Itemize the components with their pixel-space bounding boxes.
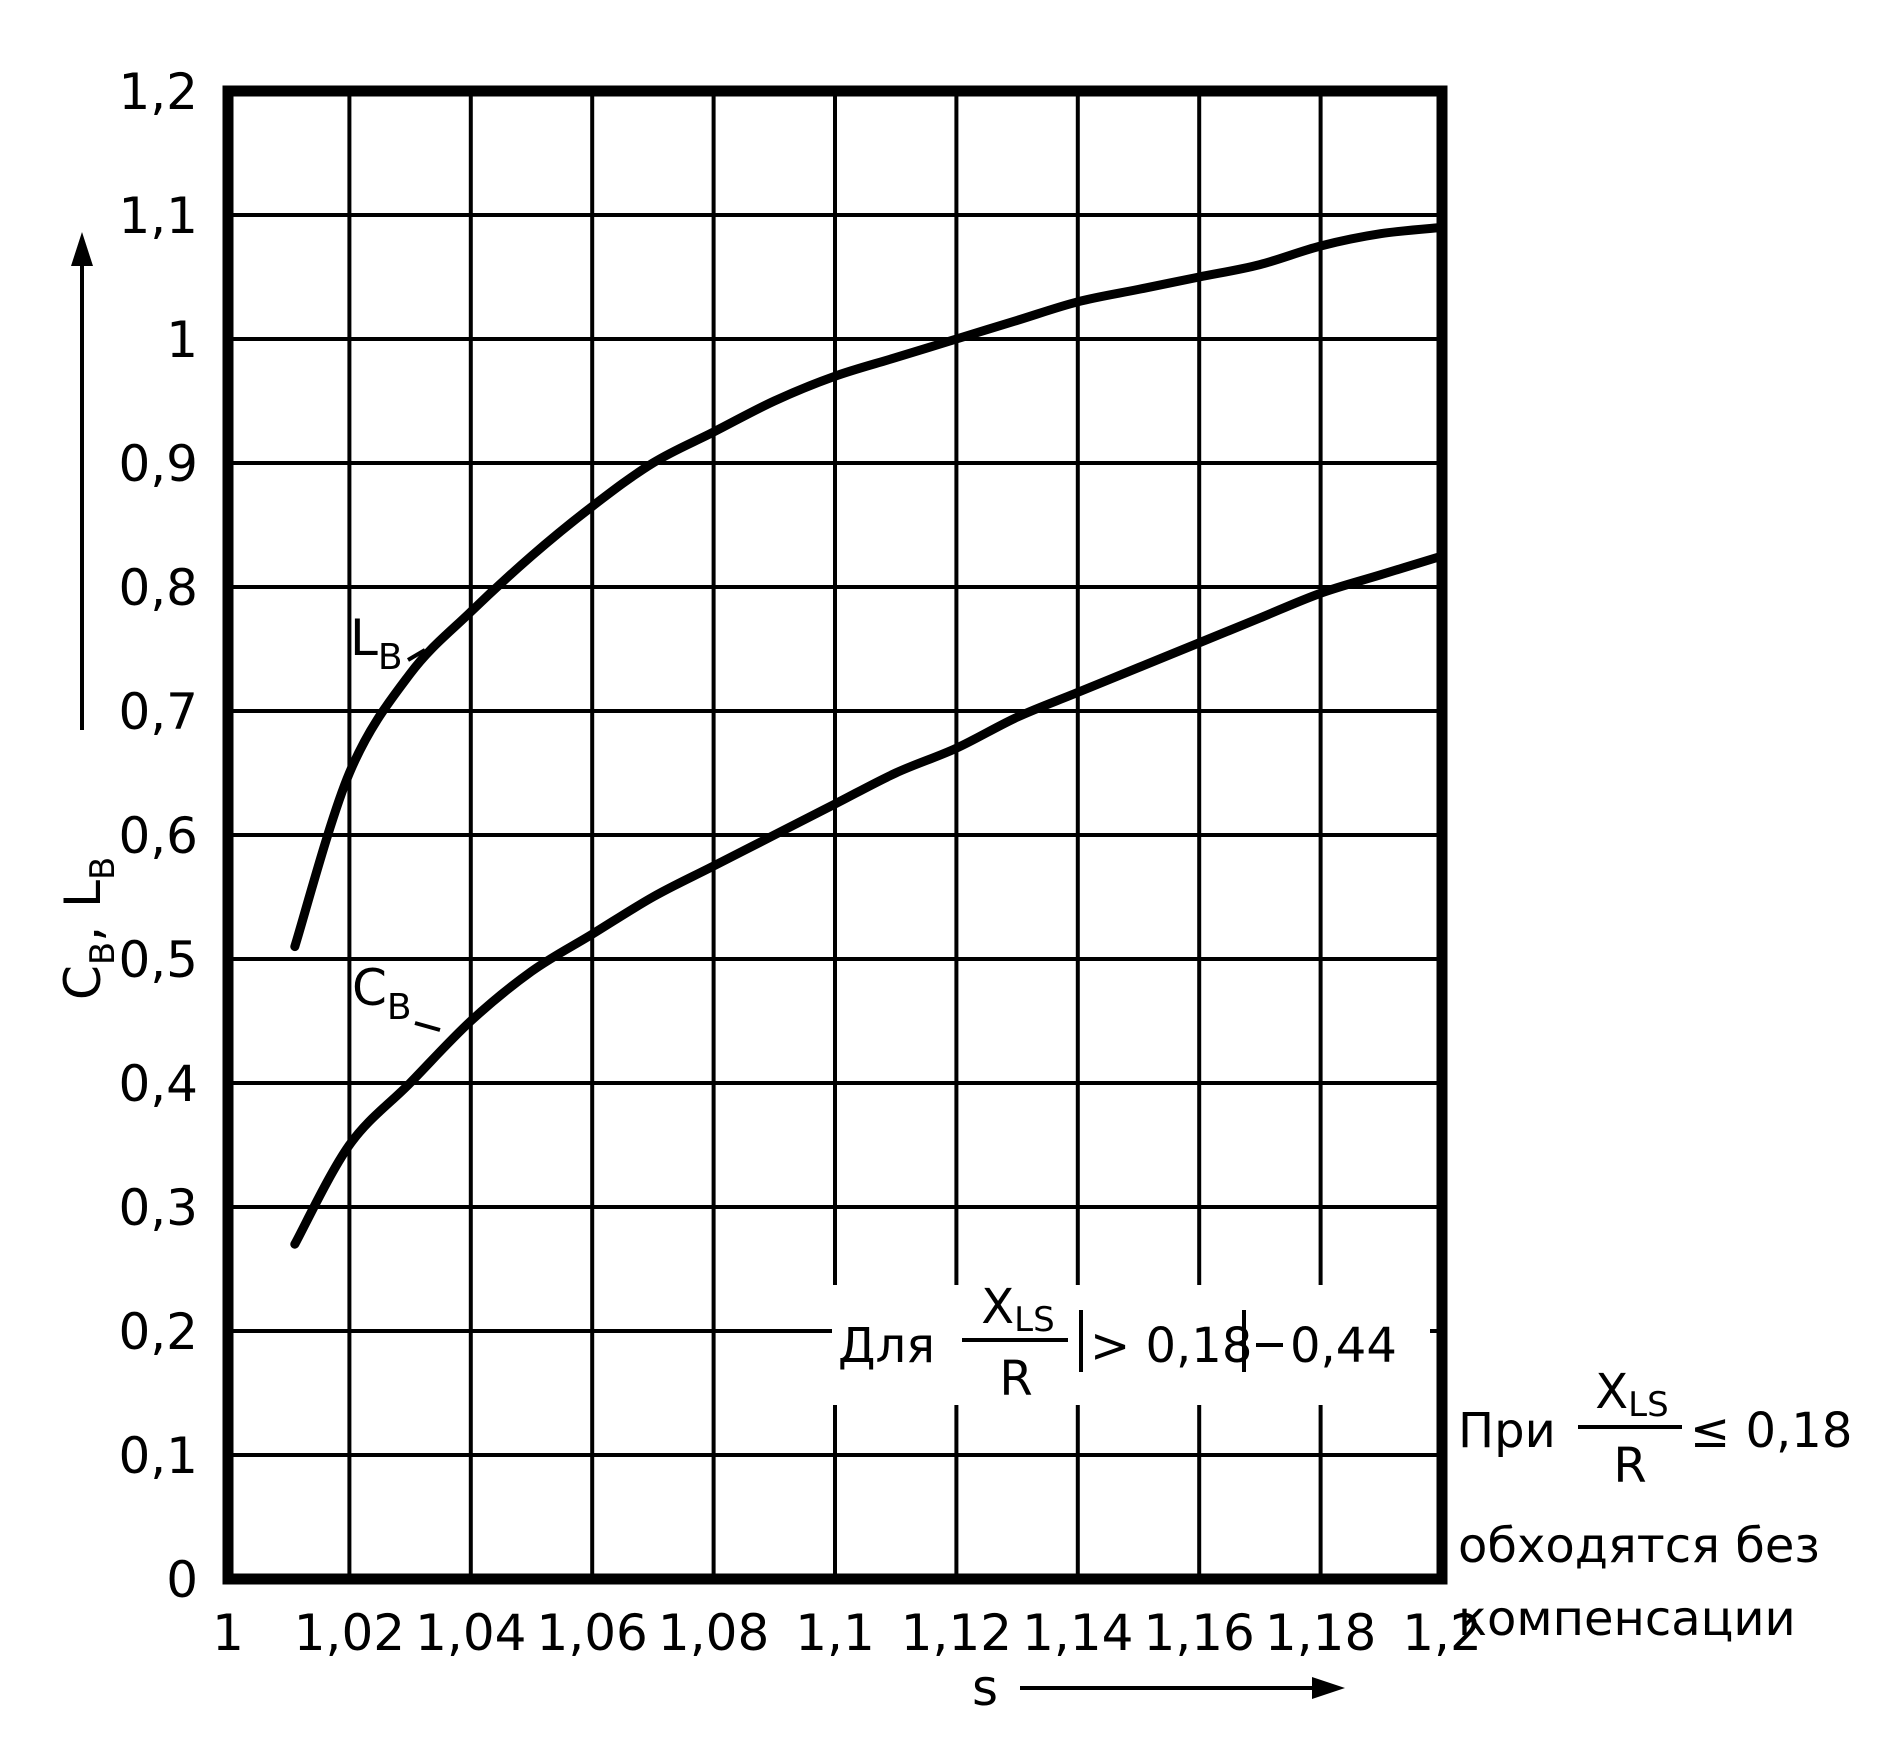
y-label-comma: , xyxy=(54,926,112,942)
series-label-cb-sub: B xyxy=(387,987,412,1028)
series-label-lb-pointer xyxy=(406,648,427,662)
x-axis-arrowhead-icon xyxy=(1312,1677,1345,1699)
annotation-1-num-sub: LS xyxy=(1014,1300,1055,1340)
y-label-c-sub: B xyxy=(83,942,123,965)
annotation-2: При XLS R ≤ 0,18 обходятся без компенсац… xyxy=(1458,1364,1852,1647)
annotation-2-condition: ≤ 0,18 xyxy=(1690,1403,1852,1459)
y-tick-label: 0,6 xyxy=(118,807,198,865)
y-tick-label: 1,1 xyxy=(118,187,198,245)
y-label-l: L xyxy=(54,880,112,908)
svg-text:CB: CB xyxy=(352,959,412,1028)
x-tick-label: 1,06 xyxy=(537,1604,648,1662)
series-line-lb xyxy=(290,222,1447,952)
y-tick-label: 0,4 xyxy=(118,1055,198,1113)
y-label-c: C xyxy=(54,965,112,1000)
x-tick-label: 1 xyxy=(212,1604,244,1662)
series-label-lb: LB xyxy=(350,609,427,678)
annotation-2-text-a: обходятся без xyxy=(1458,1518,1820,1574)
y-tick-labels: 0 0,1 0,2 0,3 0,4 0,5 0,6 0,7 0,8 0,9 1 1,1 1,2 xyxy=(118,63,198,1609)
y-tick-label: 0,5 xyxy=(118,931,198,989)
x-tick-label: 1,16 xyxy=(1144,1604,1255,1662)
y-tick-label: 0,7 xyxy=(118,683,198,741)
x-tick-labels: 1 1,02 1,04 1,06 1,08 1,1 1,12 1,14 1,16 1,18 1,2 xyxy=(212,1604,1482,1662)
x-tick-label: 1,2 xyxy=(1402,1604,1482,1662)
series-label-cb-main: C xyxy=(352,959,387,1017)
y-tick-label: 1 xyxy=(166,311,198,369)
x-tick-label: 1,04 xyxy=(415,1604,526,1662)
annotation-1-condition: > 0,18 xyxy=(1090,1318,1252,1374)
y-tick-label: 1,2 xyxy=(118,63,198,121)
annotation-1-value: 0,44 xyxy=(1290,1318,1397,1374)
series-layer xyxy=(290,222,1447,1249)
svg-text:XLS: XLS xyxy=(1595,1364,1668,1425)
y-label-l-sub: B xyxy=(83,857,123,880)
series-label-cb: CB xyxy=(352,959,441,1032)
annotation-1-num: X xyxy=(981,1279,1014,1335)
annotation-2-prefix: При xyxy=(1458,1403,1556,1459)
x-axis-label: s xyxy=(972,1659,998,1717)
annotation-1-prefix: Для xyxy=(838,1318,935,1374)
svg-text:CB,LB: CB,LB xyxy=(54,857,123,1000)
x-tick-label: 1,12 xyxy=(901,1604,1012,1662)
x-tick-label: 1,08 xyxy=(658,1604,769,1662)
x-tick-label: 1,18 xyxy=(1265,1604,1376,1662)
svg-text:XLS: XLS xyxy=(981,1279,1054,1340)
y-tick-label: 0 xyxy=(166,1551,198,1609)
y-tick-label: 0,2 xyxy=(118,1303,198,1361)
y-tick-label: 0,8 xyxy=(118,559,198,617)
y-tick-label: 0,3 xyxy=(118,1179,198,1237)
plot-frame xyxy=(222,85,1448,1585)
y-tick-label: 0,1 xyxy=(118,1427,198,1485)
svg-text:LB: LB xyxy=(350,609,403,678)
y-axis-arrowhead-icon xyxy=(71,232,93,266)
annotation-2-den: R xyxy=(1613,1438,1646,1494)
x-tick-label: 1,02 xyxy=(294,1604,405,1662)
x-tick-label: 1,14 xyxy=(1022,1604,1133,1662)
annotation-2-num-sub: LS xyxy=(1628,1385,1669,1425)
series-label-lb-sub: B xyxy=(378,637,403,678)
annotation-1: Для XLS R > 0,18 0,44 xyxy=(832,1279,1430,1407)
series-label-cb-pointer xyxy=(414,1021,441,1032)
annotation-1-backdrop xyxy=(832,1285,1430,1405)
annotation-2-text-b: компенсации xyxy=(1458,1591,1796,1647)
series-label-lb-main: L xyxy=(350,609,378,667)
annotation-1-den: R xyxy=(999,1351,1032,1407)
x-tick-label: 1,1 xyxy=(795,1604,875,1662)
series-line-cb xyxy=(290,551,1447,1249)
annotation-2-num: X xyxy=(1595,1364,1628,1420)
y-axis-label: CB,LB xyxy=(54,857,123,1000)
y-tick-label: 0,9 xyxy=(118,435,198,493)
